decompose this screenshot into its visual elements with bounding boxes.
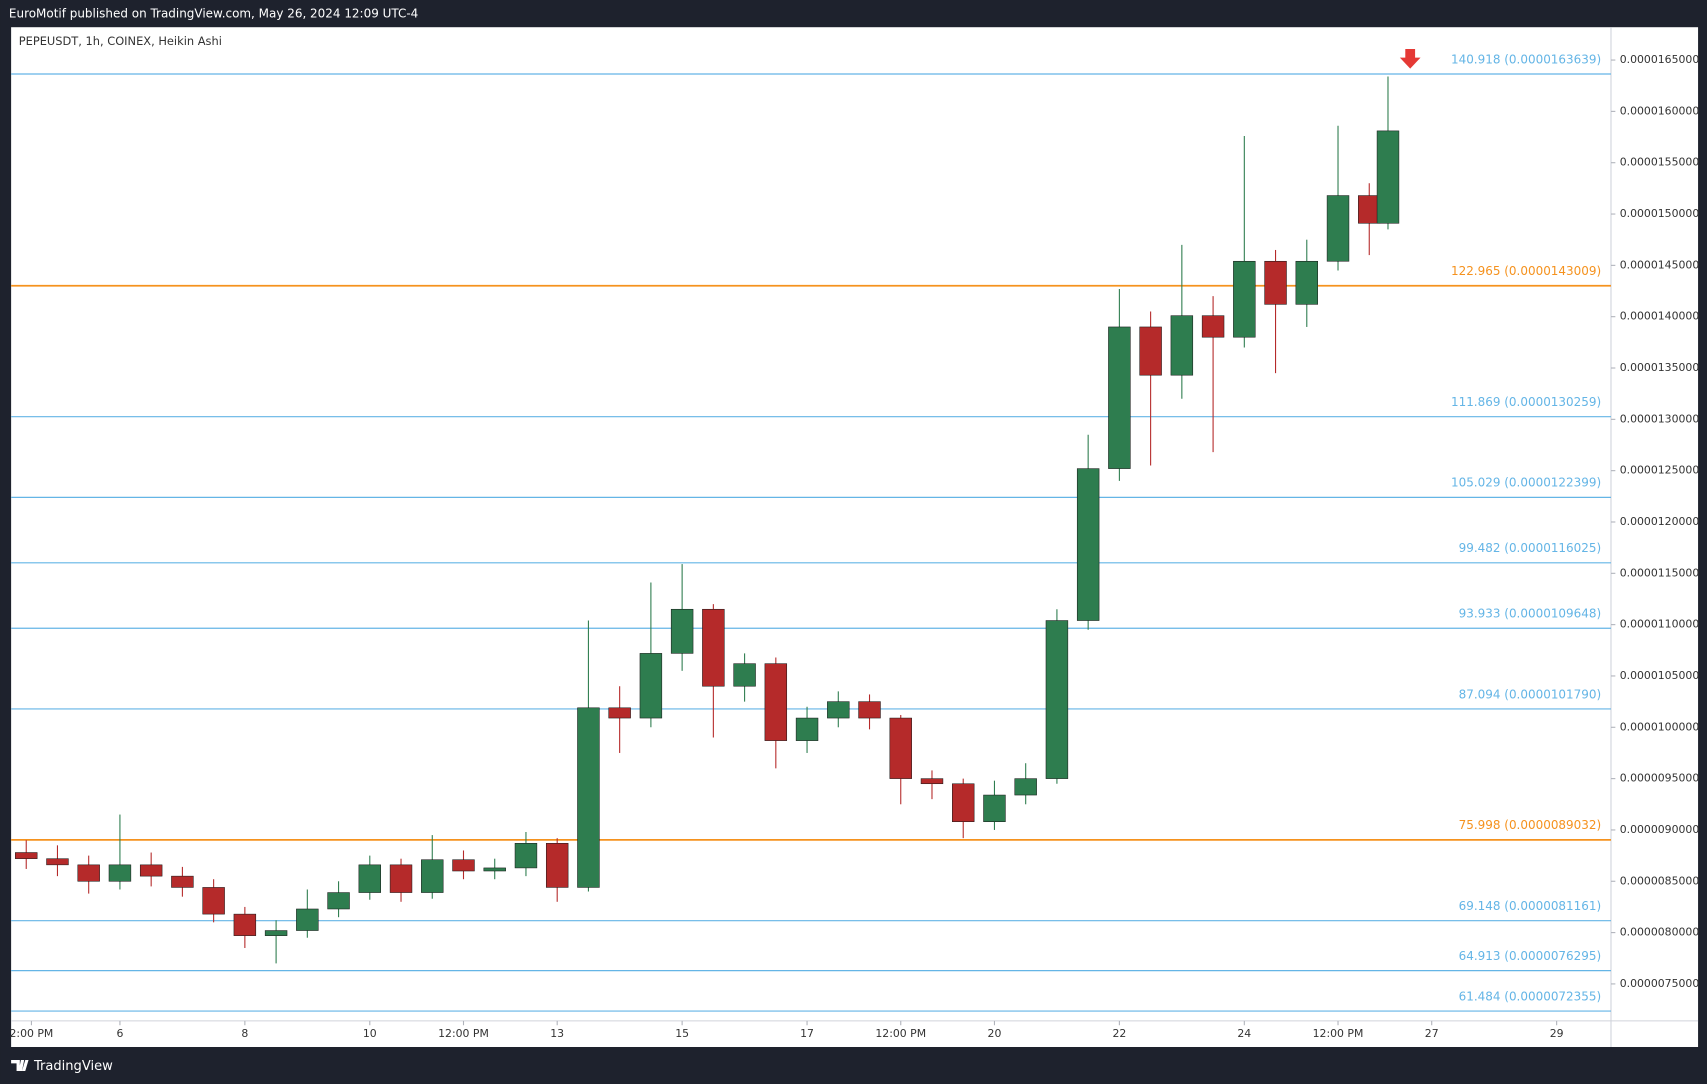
- candle-body: [1264, 260, 1287, 305]
- candle-body: [171, 875, 194, 888]
- candle-body: [1201, 315, 1225, 338]
- y-tick-label: 0.0000080000: [1620, 926, 1700, 939]
- y-tick-label: 0.0000165000: [1620, 53, 1700, 66]
- y-tick-label: 0.0000150000: [1620, 207, 1700, 220]
- y-tick-label: 0.0000105000: [1620, 669, 1700, 682]
- candle-body: [514, 843, 538, 869]
- candle-body: [1233, 260, 1256, 338]
- candle-body: [889, 717, 912, 779]
- candle-body: [358, 864, 381, 893]
- candle-body: [858, 701, 881, 719]
- y-tick-label: 0.0000125000: [1620, 464, 1700, 477]
- y-tick-label: 0.0000090000: [1620, 823, 1700, 836]
- candle-body: [1376, 130, 1400, 224]
- level-label: 87.094 (0.0000101790): [1459, 687, 1602, 701]
- y-tick-label: 0.0000140000: [1620, 310, 1700, 323]
- y-tick-label: 0.0000120000: [1620, 515, 1700, 528]
- y-tick-label: 0.0000130000: [1620, 412, 1700, 425]
- candle-body: [577, 707, 600, 888]
- y-tick-label: 0.0000095000: [1620, 772, 1700, 785]
- candle-body: [296, 908, 319, 931]
- y-tick-label: 0.0000155000: [1620, 156, 1700, 169]
- candle-body: [202, 887, 225, 915]
- y-tick-label: 0.0000135000: [1620, 361, 1700, 374]
- candle-body: [639, 653, 663, 719]
- x-tick-label: 22: [1112, 1027, 1126, 1040]
- candle-body: [108, 864, 132, 882]
- candle-body: [1326, 195, 1350, 262]
- level-label: 140.918 (0.0000163639): [1451, 52, 1601, 66]
- candle-body: [139, 864, 163, 877]
- candle-body: [389, 864, 413, 893]
- x-tick-label: 24: [1237, 1027, 1251, 1040]
- candle-body: [452, 859, 475, 872]
- plot: 0.0000075000 0.0000080000 0.0000085000 0.00…: [10, 52, 1700, 1040]
- candle-body: [670, 608, 694, 654]
- candle-body: [952, 783, 975, 823]
- candle-body: [421, 859, 444, 893]
- candle-body: [264, 930, 288, 936]
- x-tick-label: 13: [550, 1027, 564, 1040]
- level-label: 75.998 (0.0000089032): [1459, 818, 1602, 832]
- candle-body: [545, 843, 569, 888]
- candle-body: [327, 892, 350, 910]
- candle-body: [1170, 315, 1194, 376]
- candle-body: [46, 858, 69, 866]
- candle-body: [1045, 620, 1069, 779]
- candle-body: [1014, 778, 1037, 796]
- candle-body: [733, 663, 756, 687]
- x-tick-label: 8: [241, 1027, 248, 1040]
- y-tick-label: 0.0000110000: [1620, 618, 1700, 631]
- candle-body: [1139, 326, 1162, 376]
- x-tick-label: 20: [988, 1027, 1002, 1040]
- x-tick-label: 6: [116, 1027, 123, 1040]
- symbol-title: PEPEUSDT, 1h, COINEX, Heikin Ashi: [19, 34, 222, 48]
- candle-body: [827, 701, 850, 719]
- y-tick-label: 0.0000100000: [1620, 720, 1700, 733]
- x-tick-label: 2:00 PM: [10, 1027, 54, 1040]
- candle-body: [1295, 260, 1318, 305]
- x-tick-label: 15: [675, 1027, 689, 1040]
- level-label: 93.933 (0.0000109648): [1459, 607, 1602, 621]
- level-label: 69.148 (0.0000081161): [1459, 899, 1602, 913]
- candle-body: [483, 867, 506, 872]
- y-tick-label: 0.0000145000: [1620, 258, 1700, 271]
- x-tick-label: 17: [800, 1027, 814, 1040]
- candle-body: [77, 864, 100, 882]
- level-label: 64.913 (0.0000076295): [1459, 949, 1602, 963]
- x-tick-label: 10: [363, 1027, 377, 1040]
- x-tick-label: 27: [1425, 1027, 1439, 1040]
- footer-logo: TradingView: [11, 1059, 113, 1074]
- y-tick-label: 0.0000085000: [1620, 874, 1700, 887]
- arrow-icon: [1399, 48, 1421, 69]
- logo-icon: [11, 1060, 29, 1071]
- level-label: 105.029 (0.0000122399): [1451, 476, 1601, 490]
- level-label: 61.484 (0.0000072355): [1459, 989, 1602, 1003]
- candle-body: [1108, 326, 1131, 469]
- x-tick-label: 12:00 PM: [875, 1027, 926, 1040]
- x-tick-label: 12:00 PM: [438, 1027, 489, 1040]
- footer-brand: TradingView: [33, 1059, 113, 1074]
- y-tick-label: 0.0000160000: [1620, 104, 1700, 117]
- candle-body: [1076, 468, 1100, 621]
- y-tick-label: 0.0000075000: [1620, 977, 1700, 990]
- candle-body: [702, 608, 725, 687]
- y-tick-label: 0.0000115000: [1620, 566, 1700, 579]
- candle-body: [608, 707, 631, 719]
- x-tick-label: 12:00 PM: [1313, 1027, 1364, 1040]
- level-label: 99.482 (0.0000116025): [1459, 541, 1602, 555]
- level-label: 122.965 (0.0000143009): [1451, 264, 1601, 278]
- chart-panel: [11, 27, 1699, 1047]
- x-tick-label: 29: [1550, 1027, 1564, 1040]
- candle-body: [795, 717, 819, 741]
- candle-body: [764, 663, 788, 741]
- candle-body: [233, 913, 257, 936]
- candle-body: [920, 778, 944, 785]
- candle-body: [15, 852, 38, 859]
- candle-body: [983, 794, 1006, 823]
- header-text: EuroMotif published on TradingView.com, …: [9, 7, 418, 21]
- level-label: 111.869 (0.0000130259): [1451, 395, 1601, 409]
